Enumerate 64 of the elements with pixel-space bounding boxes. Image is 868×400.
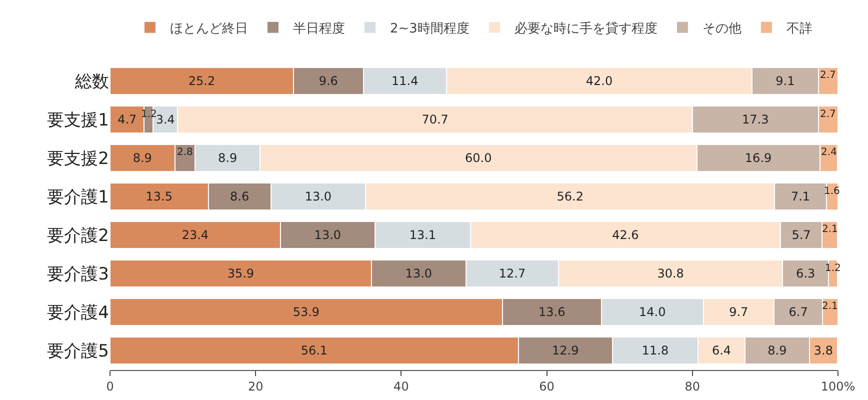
data-label: 13.5	[146, 190, 172, 204]
data-label: 8.9	[218, 151, 238, 165]
data-label: 16.9	[744, 151, 772, 165]
data-label: 13.1	[409, 228, 436, 242]
data-label: 60.0	[465, 151, 492, 165]
data-label: 2.7	[820, 109, 836, 120]
data-label: 13.6	[538, 305, 566, 320]
y-tick-label: 総数	[74, 72, 109, 92]
y-tick-label: 要介護5	[47, 342, 109, 362]
data-label: 25.2	[188, 74, 216, 88]
data-label: 4.7	[118, 112, 137, 126]
data-label: 35.9	[227, 266, 254, 281]
x-tick-label: 100%	[820, 379, 856, 394]
data-label: 9.6	[318, 74, 338, 88]
data-label: 11.8	[642, 344, 669, 358]
legend-label: 2~3時間程度	[390, 20, 470, 36]
data-label: 2.8	[177, 147, 193, 158]
x-tick-label: 60	[539, 379, 554, 394]
data-label: 2.1	[822, 224, 838, 235]
data-label: 30.8	[657, 266, 684, 281]
legend-label: ほとんど終日	[170, 21, 248, 36]
data-label: 3.8	[814, 344, 833, 358]
data-label: 70.7	[422, 112, 448, 126]
x-tick-label: 80	[684, 379, 700, 394]
legend-label: 必要な時に手を貸す程度	[514, 20, 658, 36]
data-label: 2.4	[821, 147, 837, 158]
data-label: 7.1	[790, 190, 810, 204]
x-tick-label: 40	[394, 379, 409, 394]
data-label: 13.0	[314, 228, 342, 242]
data-label: 9.1	[776, 74, 795, 88]
x-tick-label: 20	[248, 379, 264, 394]
data-label: 17.3	[742, 112, 769, 126]
y-tick-label: 要介護3	[47, 264, 109, 285]
y-tick-label: 要支援2	[47, 148, 109, 169]
x-tick-label: 0	[106, 379, 114, 394]
data-label: 56.1	[300, 344, 328, 358]
data-label: 2.7	[820, 70, 836, 81]
y-tick-label: 要介護2	[47, 226, 109, 246]
data-label: 56.2	[556, 190, 584, 204]
data-label: 13.0	[304, 190, 332, 204]
y-tick-label: 要介護4	[47, 303, 109, 324]
data-label: 12.9	[552, 344, 579, 358]
legend-label: 不詳	[786, 21, 812, 36]
data-label: 14.0	[639, 305, 666, 320]
data-label: 23.4	[182, 228, 209, 242]
data-label: 53.9	[292, 305, 320, 320]
y-tick-label: 要支援1	[47, 110, 109, 130]
data-label: 42.6	[612, 228, 639, 242]
data-label: 3.4	[156, 112, 175, 126]
data-label: 6.3	[796, 266, 816, 281]
legend-label: 半日程度	[293, 20, 345, 36]
y-tick-label: 要介護1	[47, 188, 109, 208]
data-label: 8.9	[132, 151, 152, 165]
data-label: 9.7	[729, 305, 748, 320]
data-label: 6.4	[712, 344, 732, 358]
data-label: 6.7	[788, 305, 808, 320]
data-label: 13.0	[405, 266, 432, 281]
data-label: 12.7	[498, 266, 526, 281]
data-label: 8.6	[230, 190, 250, 204]
data-label: 11.4	[391, 74, 418, 88]
legend-label: その他	[702, 21, 742, 36]
data-label: 5.7	[792, 228, 811, 242]
data-label: 42.0	[586, 74, 613, 88]
data-label: 8.9	[768, 344, 787, 358]
